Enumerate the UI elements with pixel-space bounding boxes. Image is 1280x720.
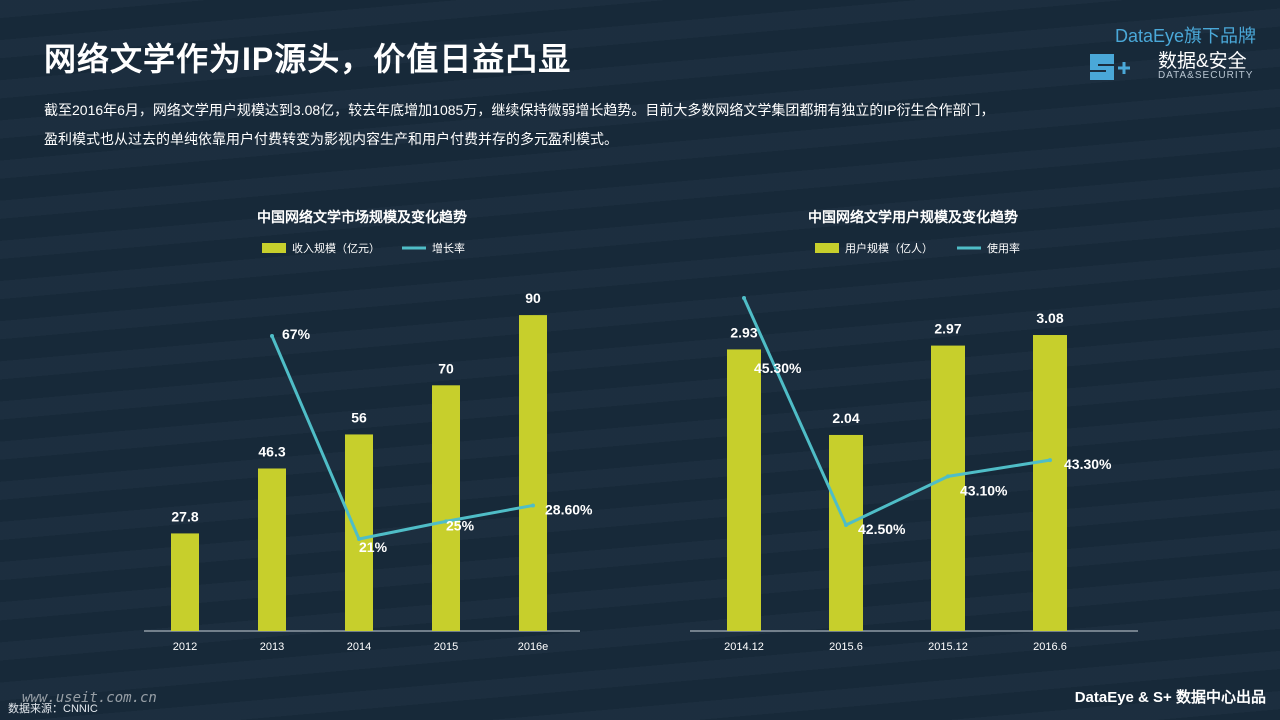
- line-point: [844, 523, 848, 527]
- series-line: [742, 297, 1051, 528]
- brand-tagline: DataEye旗下品牌: [1114, 26, 1256, 46]
- x-tick-label: 2015.6: [829, 641, 863, 653]
- line-value-label: 28.60%: [545, 501, 593, 517]
- data-source: 数据来源：CNNIC: [8, 703, 98, 715]
- line-value-label: 43.10%: [960, 482, 1008, 498]
- description-line-2: 盈利模式也从过去的单纯依靠用户付费转变为影视内容生产和用户付费并存的多元盈利模式…: [44, 131, 618, 147]
- x-tick-label: 2015: [434, 641, 458, 653]
- line-value-label: 67%: [282, 326, 311, 342]
- x-tick-label: 2015.12: [928, 641, 968, 653]
- line-point: [946, 474, 950, 479]
- x-tick-label: 2016e: [518, 641, 549, 653]
- bar: [829, 434, 863, 631]
- bar: [345, 434, 373, 631]
- x-tick-label: 2013: [260, 641, 284, 653]
- description-line-1: 截至2016年6月，网络文学用户规模达到3.08亿，较去年底增加1085万，继续…: [44, 102, 995, 118]
- description: 截至2016年6月，网络文学用户规模达到3.08亿，较去年底增加1085万，继续…: [44, 96, 1244, 154]
- bar: [432, 385, 460, 631]
- x-tick-label: 2012: [173, 641, 197, 653]
- watermark: www.useit.com.cn: [22, 690, 157, 706]
- bar-value-label: 2.04: [832, 410, 859, 426]
- line-point: [531, 503, 535, 508]
- bar-value-label: 2.93: [730, 324, 757, 340]
- x-tick-label: 2014: [347, 641, 371, 653]
- bar-value-label: 56: [351, 409, 367, 425]
- chart-2-title: 中国网络文学用户规模及变化趋势: [808, 209, 1018, 225]
- line-point: [444, 519, 448, 524]
- bar: [519, 315, 547, 631]
- line-value-label: 45.30%: [754, 360, 802, 376]
- line-point: [1048, 458, 1052, 463]
- legend-label-bar: 用户规模（亿人）: [845, 241, 933, 255]
- line-value-label: 42.50%: [858, 521, 906, 537]
- bar-value-label: 90: [525, 290, 541, 306]
- bar: [258, 468, 286, 631]
- legend-label-line: 增长率: [432, 241, 465, 255]
- splus-logo-icon: [1090, 54, 1130, 80]
- bar: [1033, 335, 1067, 631]
- line-point: [742, 296, 746, 300]
- x-tick-label: 2016.6: [1033, 641, 1067, 653]
- legend-swatch-bar: [815, 243, 839, 253]
- x-tick-label: 2014.12: [724, 641, 764, 653]
- series-line: [270, 335, 534, 541]
- bar: [171, 533, 199, 631]
- bar-value-label: 70: [438, 360, 454, 376]
- line-point: [270, 334, 274, 338]
- footer-brand: DataEye & S+ 数据中心出品: [1074, 689, 1266, 706]
- bar: [727, 349, 761, 631]
- chart-1-title: 中国网络文学市场规模及变化趋势: [257, 209, 467, 225]
- legend-label-bar: 收入规模（亿元）: [292, 241, 380, 255]
- legend-label-line: 使用率: [987, 241, 1020, 255]
- bar: [931, 345, 965, 631]
- legend-swatch-bar: [262, 243, 286, 253]
- line-point: [357, 537, 361, 541]
- bar-value-label: 46.3: [258, 443, 285, 459]
- line-value-label: 43.30%: [1064, 456, 1112, 472]
- bar-value-label: 2.97: [934, 321, 961, 337]
- brand-name-en: DATA&SECURITY: [1158, 70, 1254, 81]
- bar-value-label: 3.08: [1036, 310, 1063, 326]
- line-value-label: 25%: [446, 517, 475, 533]
- bar-value-label: 27.8: [171, 508, 198, 524]
- line-value-label: 21%: [359, 539, 388, 555]
- page-title: 网络文学作为IP源头，价值日益凸显: [44, 41, 572, 77]
- brand-name-cn: 数据&安全: [1158, 51, 1247, 72]
